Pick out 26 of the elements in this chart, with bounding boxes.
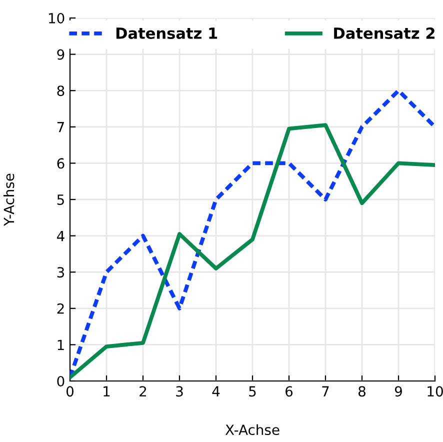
x-tick-label: 3 xyxy=(176,386,183,397)
x-tick-label: 1 xyxy=(104,386,110,396)
y-tick-label: 3 xyxy=(57,267,64,278)
y-tick-label: 4 xyxy=(56,230,64,242)
x-tick-label: 6 xyxy=(286,386,293,397)
y-tick-label: 1 xyxy=(58,340,64,350)
y-tick-label: 10 xyxy=(48,12,64,24)
x-tick-label: 8 xyxy=(358,386,366,397)
x-tick-label: 10 xyxy=(428,386,443,397)
y-tick-label: 6 xyxy=(57,158,64,169)
x-axis-title: X-Achse xyxy=(225,424,280,436)
x-tick-label: 4 xyxy=(212,386,220,396)
x-tick-label: 2 xyxy=(140,386,146,396)
legend-label: Datensatz 2 xyxy=(334,27,434,39)
y-tick-label: 7 xyxy=(57,122,64,132)
x-tick-label: 9 xyxy=(394,386,402,397)
y-axis-title: Y-Achse xyxy=(3,174,14,226)
y-tick-label: 9 xyxy=(57,49,64,60)
x-tick-label: 7 xyxy=(322,386,329,396)
y-tick-label: 5 xyxy=(57,194,64,205)
y-tick-label: 8 xyxy=(57,86,64,96)
legend-label: Datensatz 1 xyxy=(116,28,218,39)
x-tick-label: 0 xyxy=(66,386,74,397)
y-tick-label: 0 xyxy=(57,376,64,386)
x-tick-label: 5 xyxy=(249,386,256,397)
y-tick-label: 2 xyxy=(57,303,64,314)
